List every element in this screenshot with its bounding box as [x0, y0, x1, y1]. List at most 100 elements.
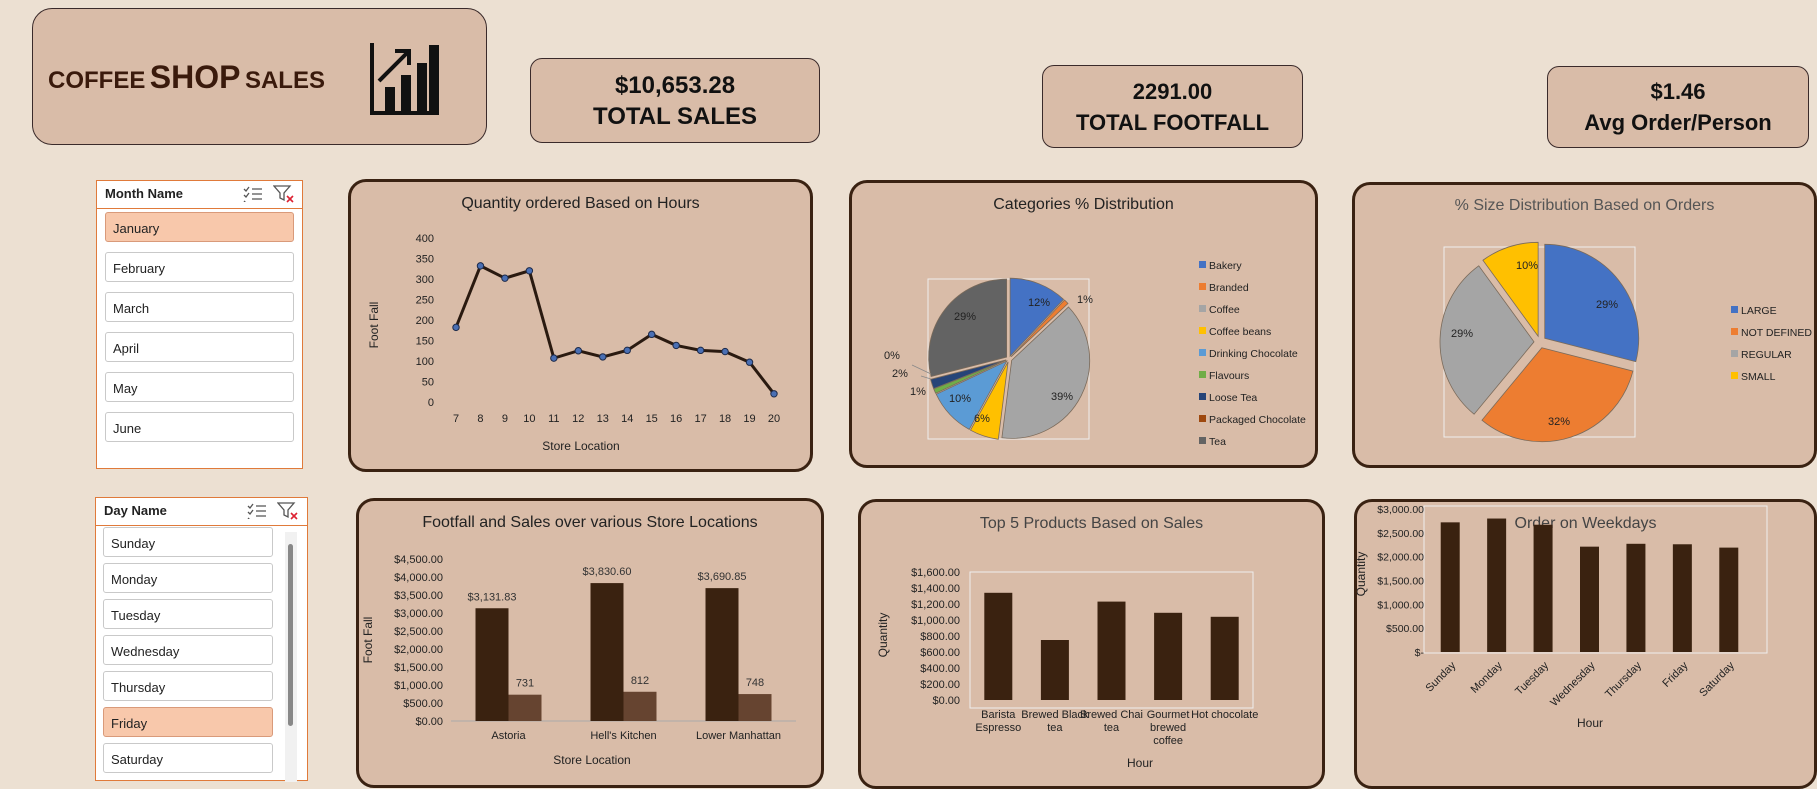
pie-slice-drinking-chocolate	[935, 360, 1008, 430]
pie-slice-bakery	[1009, 277, 1065, 358]
x-axis-title: Store Location	[553, 753, 630, 767]
pie-data-label: 29%	[954, 311, 976, 323]
slicer-item-march[interactable]: March	[105, 292, 294, 322]
x-tick-label: Gourmet	[1147, 709, 1190, 721]
y-tick-label: 350	[416, 254, 434, 266]
legend-entry: NOT DEFINED	[1741, 327, 1812, 339]
slicer-item-june[interactable]: June	[105, 412, 294, 442]
x-tick-label: 11	[548, 413, 559, 425]
kpi-value: $1.46	[1650, 79, 1706, 104]
slicer-item-february[interactable]: February	[105, 252, 294, 282]
y-tick-label: $1,000.00	[394, 680, 443, 692]
bar-hot-chocolate	[1210, 616, 1239, 700]
kpi-total-footfall: 2291.00 TOTAL FOOTFALL	[1042, 65, 1303, 148]
x-tick-label: Tuesday	[1513, 659, 1551, 697]
x-tick-label: tea	[1047, 722, 1063, 734]
x-tick-label: Barista	[981, 709, 1016, 721]
y-axis-title: Quantity	[876, 613, 890, 658]
x-tick-label: tea	[1104, 722, 1120, 734]
x-tick-label: 20	[768, 413, 780, 425]
y-tick-label: $2,000.00	[1377, 552, 1424, 564]
slicer-item-friday[interactable]: Friday	[103, 707, 273, 737]
legend-swatch	[1199, 349, 1206, 356]
slicer-item-april[interactable]: April	[105, 332, 294, 362]
bar-lower-manhattan	[738, 694, 772, 721]
y-tick-label: $-	[1415, 647, 1425, 659]
dashboard-title-card: COFFEE SHOP SALES	[32, 8, 487, 145]
pie-slice-regular	[1439, 265, 1535, 415]
slicer-item-sunday[interactable]: Sunday	[103, 527, 273, 557]
kpi-value: $10,653.28	[614, 71, 736, 99]
chart-title: Quantity ordered Based on Hours	[461, 195, 700, 212]
bar-hell-s-kitchen	[623, 691, 657, 721]
data-point	[550, 354, 558, 362]
pie-data-label: 39%	[1051, 391, 1073, 403]
kpi-total-sales: $10,653.28 TOTAL SALES	[530, 58, 820, 143]
month-slicer[interactable]: Month Name January February March April May J…	[96, 180, 303, 469]
x-tick-label: Monday	[1469, 659, 1506, 696]
x-tick-label: 17	[694, 413, 706, 425]
y-tick-label: $1,500.00	[1377, 576, 1424, 588]
x-tick-label: brewed	[1150, 722, 1186, 734]
legend-swatch	[1199, 327, 1206, 334]
x-tick-label: 8	[477, 413, 483, 425]
store-locations-chart: $0.00 $500.00 $1,000.00 $1,500.00 $2,000.00 $…	[361, 554, 796, 767]
x-tick-label: 10	[523, 413, 535, 425]
data-point	[672, 341, 680, 350]
pie-data-label: 10%	[1516, 260, 1538, 272]
pie-data-label: 2%	[892, 368, 908, 380]
slicer-item-tuesday[interactable]: Tuesday	[103, 599, 273, 629]
pie-data-label: 0%	[884, 350, 900, 362]
hourly-quantity-panel: Quantity ordered Based on Hours 0 50 100 15…	[348, 179, 813, 472]
bar-barista-espresso	[984, 592, 1013, 700]
legend-entry: Bakery	[1209, 260, 1242, 272]
y-axis-title: Foot Fall	[361, 617, 375, 664]
slicer-item-thursday[interactable]: Thursday	[103, 671, 273, 701]
y-tick-label: $2,000.00	[394, 644, 443, 656]
slicer-item-january[interactable]: January	[105, 212, 294, 242]
y-axis-title: Foot Fall	[367, 302, 381, 349]
title-word-1: COFFEE	[48, 67, 146, 94]
slicer-title: Month Name	[105, 186, 183, 201]
x-tick-label: 16	[670, 413, 682, 425]
data-point	[452, 323, 460, 332]
pie-data-label: 29%	[1451, 328, 1473, 340]
chart-title: % Size Distribution Based on Orders	[1454, 197, 1715, 214]
hourly-quantity-chart: 0 50 100 150 200 250 300 350 400 7 8 9 10 11 12 13 14 15 1…	[367, 233, 780, 453]
y-tick-label: 0	[428, 397, 434, 409]
data-point	[501, 274, 509, 282]
x-tick-label: 13	[597, 413, 609, 425]
y-tick-label: 100	[416, 356, 434, 368]
bar-data-label: 731	[516, 678, 534, 690]
multi-select-icon[interactable]	[243, 186, 263, 202]
slicer-item-saturday[interactable]: Saturday	[103, 743, 273, 773]
slicer-item-may[interactable]: May	[105, 372, 294, 402]
size-distribution-chart: 29% 32% 29% 10% LARGE NOT DEFINED REGULAR SMALL	[1439, 241, 1812, 443]
slicer-item-monday[interactable]: Monday	[103, 563, 273, 593]
slicer-item-wednesday[interactable]: Wednesday	[103, 635, 273, 665]
clear-filter-icon[interactable]	[277, 502, 299, 520]
bar-brewed-black-tea	[1040, 640, 1069, 700]
clear-filter-icon[interactable]	[273, 185, 295, 203]
legend-swatch	[1199, 305, 1206, 312]
pie-data-label: 12%	[1028, 297, 1050, 309]
data-point	[623, 346, 631, 355]
day-slicer[interactable]: Day Name Sunday Monday Tuesday Wednesday Thu…	[95, 497, 308, 782]
x-tick-label: coffee	[1153, 735, 1183, 747]
top-products-panel: Top 5 Products Based on Sales $0.00 $200.…	[858, 499, 1325, 789]
x-tick-label: Thursday	[1603, 659, 1644, 700]
multi-select-icon[interactable]	[247, 503, 267, 519]
dashboard-title: COFFEE SHOP SALES	[48, 59, 325, 96]
data-point	[647, 330, 656, 339]
x-tick-label: 12	[572, 413, 584, 425]
bar-thursday	[1626, 543, 1646, 652]
slicer-scrollbar-thumb[interactable]	[288, 544, 293, 726]
pie-data-label: 1%	[1077, 294, 1093, 306]
bar-astoria	[475, 608, 509, 721]
legend-swatch	[1199, 261, 1206, 268]
x-axis-title: Hour	[1577, 716, 1603, 730]
y-tick-label: $800.00	[920, 631, 960, 643]
x-tick-label: 15	[646, 413, 658, 425]
leader-line	[911, 364, 932, 375]
size-distribution-panel: % Size Distribution Based on Orders 29% 3…	[1352, 182, 1817, 468]
